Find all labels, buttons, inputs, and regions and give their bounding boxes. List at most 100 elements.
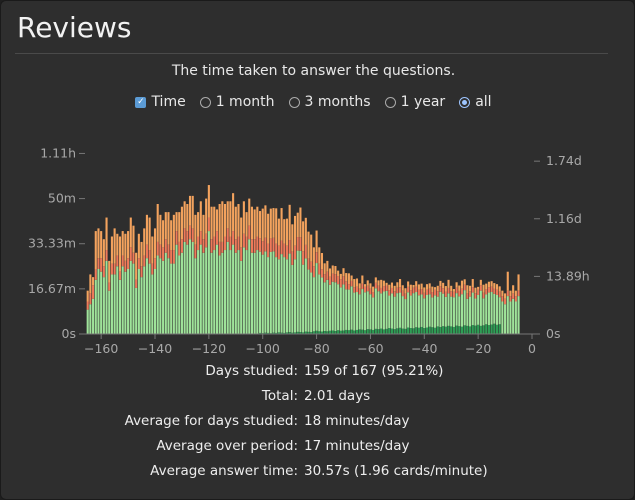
bar-segment-learn [401,285,404,291]
bar-segment-young [396,293,399,329]
bar-segment-young [223,250,227,334]
bar-segment-young [269,251,272,334]
bar-segment-relearn [487,287,490,293]
bar-stack [264,205,267,334]
bar-segment-mature [455,325,458,334]
bar-segment-young [102,277,105,334]
range-radio-1-month[interactable]: 1 month [199,94,275,110]
bar-segment-relearn [415,286,418,293]
bar-segment-mature [401,328,404,334]
bar-segment-mature [323,331,326,334]
bar-segment-learn [261,208,264,242]
bar-segment-relearn [388,290,391,296]
bar-segment-young [353,292,356,331]
bar-stack [388,284,391,334]
bar-segment-young [240,260,243,334]
bar-segment-learn [180,206,183,240]
bar-segment-young [197,250,200,334]
bar-segment-learn [377,280,380,286]
range-radio-all[interactable]: all [459,94,492,110]
bar-stack [221,201,224,334]
bar-segment-mature [490,324,493,334]
bar-segment-young [388,295,391,329]
bar-segment-relearn [509,296,512,302]
bar-stack [460,280,464,334]
bar-segment-learn [304,217,307,245]
bar-segment-young [175,244,178,334]
bar-segment-mature [310,332,313,334]
bar-stack [504,293,507,334]
bar-segment-young [145,258,148,334]
bar-segment-mature [377,329,380,334]
bar-stack [97,228,100,334]
bar-segment-young [310,272,313,333]
bar-stack [129,217,132,334]
bar-segment-young [447,293,450,326]
bar-segment-relearn [132,252,135,264]
bar-segment-mature [420,326,423,334]
bar-segment-learn [428,283,431,289]
bar-stack [447,279,450,334]
range-radio-1-year[interactable]: 1 year [384,94,445,110]
bar-segment-young [385,290,388,329]
bar-segment-learn [412,284,415,288]
bar-segment-young [296,250,299,332]
bar-segment-young [232,244,235,334]
bar-segment-young [479,290,482,326]
bar-segment-relearn [129,247,132,261]
bar-stack [137,233,140,334]
bar-segment-relearn [164,239,167,253]
bar-segment-relearn [393,291,396,297]
bar-segment-relearn [361,283,364,290]
bar-segment-learn [148,217,151,251]
time-checkbox-label: Time [151,94,186,110]
bar-segment-mature [487,325,490,334]
axes-layer: −160 −140 −120 −100 −80 −60 −40 −20 0 0s 16.67m 33.… [28,145,590,356]
bar-segment-learn [194,214,197,245]
bar-segment-relearn [512,293,515,299]
bar-segment-young [250,252,254,334]
bar-segment-young [345,289,348,330]
bar-segment-mature [339,330,342,334]
bar-segment-mature [288,332,291,334]
radio-unchecked-icon[interactable] [384,96,396,108]
radio-unchecked-icon[interactable] [288,96,300,108]
bar-segment-learn [288,204,291,241]
bar-segment-young [205,247,208,334]
bar-segment-learn [474,287,477,294]
bar-segment-relearn [202,239,205,253]
bar-segment-relearn [97,258,100,269]
bar-stack [490,281,493,334]
bar-segment-relearn [108,282,111,291]
bar-segment-young [463,290,466,326]
bar-segment-young [92,298,95,334]
bar-segment-learn [113,228,116,264]
bar-segment-relearn [242,233,245,248]
bar-segment-relearn [404,293,407,300]
bar-stack [121,231,124,334]
bar-stack [304,217,307,334]
time-checkbox[interactable]: ✓ Time [135,94,186,110]
bar-segment-learn [498,286,501,292]
radio-unchecked-icon[interactable] [199,96,211,108]
checkbox-checked-icon[interactable]: ✓ [135,96,147,108]
bar-segment-learn [264,205,267,238]
bar-segment-relearn [258,238,262,252]
bar-segment-young [178,255,181,334]
bar-segment-relearn [399,287,402,293]
range-radio-3-months[interactable]: 3 months [288,94,371,110]
radio-checked-icon[interactable] [459,96,471,108]
bar-segment-learn [145,214,148,245]
bar-segment-learn [283,219,286,244]
bar-stack [331,265,334,334]
bar-segment-learn [463,279,466,285]
bar-segment-mature [458,326,461,334]
bar-segment-young [291,264,294,333]
bar-segment-learn [108,260,111,283]
bar-segment-mature [444,326,447,334]
bar-segment-relearn [113,263,116,275]
bar-segment-young [280,254,283,333]
bar-segment-relearn [342,276,345,285]
bar-segment-learn [183,201,186,229]
bar-segment-relearn [218,241,221,256]
